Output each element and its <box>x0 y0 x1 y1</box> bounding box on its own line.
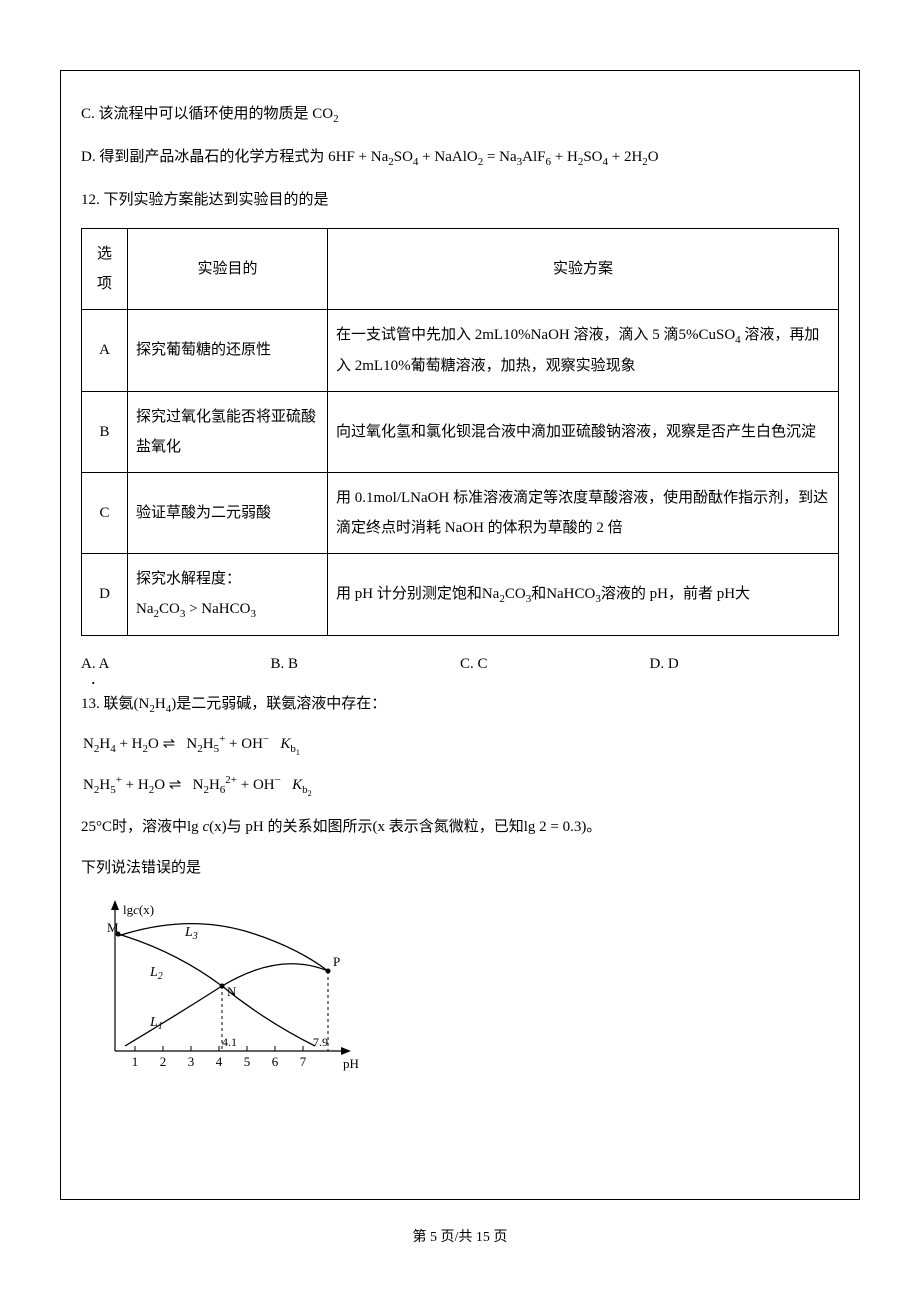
cell-plan: 用 pH 计分别测定饱和Na2CO3和NaHCO3溶液的 pH，前者 pH大 <box>328 553 839 635</box>
annot-7-9: 7.9 <box>313 1035 328 1049</box>
option-c: C. 该流程中可以循环使用的物质是 CO2 <box>81 101 839 130</box>
choice-a: A. A. <box>81 656 271 673</box>
table-header-row: 选项 实验目的 实验方案 <box>82 228 839 309</box>
y-axis-arrow-icon <box>111 900 119 910</box>
cell-plan: 用 0.1mol/LNaOH 标准溶液滴定等浓度草酸溶液，使用酚酞作指示剂，到达… <box>328 472 839 553</box>
plan-formula: Na2CO3和NaHCO3 <box>482 586 601 602</box>
q13-stem-formula: (N2H4) <box>134 696 177 712</box>
chart-svg: 1 2 3 4 5 6 7 lgc(x) pH M N P <box>85 896 365 1076</box>
page-footer: 第 5 页/共 15 页 <box>0 1226 920 1246</box>
annot-4-1: 4.1 <box>222 1035 237 1049</box>
x-tick-label: 1 <box>132 1054 139 1069</box>
cell-opt: C <box>82 472 128 553</box>
x-axis-label: pH <box>343 1056 359 1071</box>
option-d-label: D. <box>81 149 96 165</box>
q13-context-pre: 25°C时，溶液中 <box>81 819 187 835</box>
label-m: M <box>107 920 119 935</box>
cell-opt: A <box>82 309 128 391</box>
option-d-formula: 6HF + Na2SO4 + NaAlO2 = Na3AlF6 + H2SO4 … <box>328 149 659 165</box>
goal-formula: Na2CO3 > NaHCO3 <box>136 601 256 617</box>
cell-goal: 探究水解程度： Na2CO3 > NaHCO3 <box>128 553 328 635</box>
cell-plan: 在一支试管中先加入 2mL10%NaOH 溶液，滴入 5 滴5%CuSO4 溶液… <box>328 309 839 391</box>
q12-choices: A. A. B. B C. C D. D <box>81 656 839 673</box>
table-row: C 验证草酸为二元弱酸 用 0.1mol/LNaOH 标准溶液滴定等浓度草酸溶液… <box>82 472 839 553</box>
option-c-formula: CO2 <box>312 106 338 122</box>
table-row: A 探究葡萄糖的还原性 在一支试管中先加入 2mL10%NaOH 溶液，滴入 5… <box>82 309 839 391</box>
cell-opt: B <box>82 391 128 472</box>
q13-eq2: N2H5+ + H2O ⇌ N2H62+ + OH− Kb2 <box>83 774 839 798</box>
cell-goal: 验证草酸为二元弱酸 <box>128 472 328 553</box>
table-row: B 探究过氧化氢能否将亚硫酸盐氧化 向过氧化氢和氯化钡混合液中滴加亚硫酸钠溶液，… <box>82 391 839 472</box>
q12-table: 选项 实验目的 实验方案 A 探究葡萄糖的还原性 在一支试管中先加入 2mL10… <box>81 228 839 636</box>
q13-prompt: 下列说法错误的是 <box>81 855 839 882</box>
q13-context: 25°C时，溶液中lg c(x)与 pH 的关系如图所示(x 表示含氮微粒，已知… <box>81 814 839 841</box>
x-tick-label: 7 <box>300 1054 307 1069</box>
x-tick-label: 4 <box>216 1054 223 1069</box>
q13-context-lg: lg c(x) <box>187 819 227 835</box>
goal-text: 探究水解程度： <box>136 571 241 587</box>
cell-plan: 向过氧化氢和氯化钡混合液中滴加亚硫酸钠溶液，观察是否产生白色沉淀 <box>328 391 839 472</box>
x-tick-label: 5 <box>244 1054 251 1069</box>
x-axis-arrow-icon <box>341 1047 351 1055</box>
label-l1: L1 <box>149 1015 163 1032</box>
x-tick-label: 6 <box>272 1054 279 1069</box>
cell-goal: 探究葡萄糖的还原性 <box>128 309 328 391</box>
header-plan: 实验方案 <box>328 228 839 309</box>
cell-goal: 探究过氧化氢能否将亚硫酸盐氧化 <box>128 391 328 472</box>
option-c-label: C. <box>81 106 95 122</box>
cell-opt: D <box>82 553 128 635</box>
q13-context-post: )。 <box>581 819 601 835</box>
choice-c: C. C <box>460 656 650 673</box>
q12-stem: 12. 下列实验方案能达到实验目的的是 <box>81 187 839 214</box>
x-tick-label: 2 <box>160 1054 167 1069</box>
plan-formula: 5%CuSO4 <box>678 327 740 343</box>
label-p: P <box>333 954 340 969</box>
q13-chart: 1 2 3 4 5 6 7 lgc(x) pH M N P <box>85 896 839 1081</box>
q13-stem: 13. 联氨(N2H4)是二元弱碱，联氨溶液中存在： <box>81 691 839 720</box>
header-opt: 选项 <box>82 228 128 309</box>
plan-text: 溶液的 pH，前者 pH大 <box>601 586 750 602</box>
label-l2: L2 <box>149 965 163 982</box>
choice-b: B. B <box>271 656 461 673</box>
plan-text: 在一支试管中先加入 2mL10%NaOH 溶液，滴入 5 滴 <box>336 327 678 343</box>
x-ticks: 1 2 3 4 5 6 7 <box>132 1046 307 1069</box>
q13-context-lg2: lg 2 = 0.3 <box>524 819 582 835</box>
y-axis-label: lgc(x) <box>123 902 154 917</box>
option-c-text: 该流程中可以循环使用的物质是 <box>99 106 309 122</box>
label-l3: L3 <box>184 925 198 942</box>
choice-d: D. D <box>650 656 840 673</box>
q13-context-mid: 与 pH 的关系如图所示(x 表示含氮微粒，已知 <box>227 819 524 835</box>
table-row: D 探究水解程度： Na2CO3 > NaHCO3 用 pH 计分别测定饱和Na… <box>82 553 839 635</box>
option-d: D. 得到副产品冰晶石的化学方程式为 6HF + Na2SO4 + NaAlO2… <box>81 144 839 173</box>
label-n: N <box>227 984 237 999</box>
plan-text: 用 pH 计分别测定饱和 <box>336 586 482 602</box>
x-tick-label: 3 <box>188 1054 195 1069</box>
option-d-text: 得到副产品冰晶石的化学方程式为 <box>99 149 324 165</box>
header-goal: 实验目的 <box>128 228 328 309</box>
q13-eq1: N2H4 + H2O ⇌ N2H5+ + OH− Kb1 <box>83 733 839 757</box>
q13-stem-pre: 13. 联氨 <box>81 696 134 712</box>
page-frame: C. 该流程中可以循环使用的物质是 CO2 D. 得到副产品冰晶石的化学方程式为… <box>60 70 860 1200</box>
q13-stem-post: 是二元弱碱，联氨溶液中存在： <box>176 696 386 712</box>
